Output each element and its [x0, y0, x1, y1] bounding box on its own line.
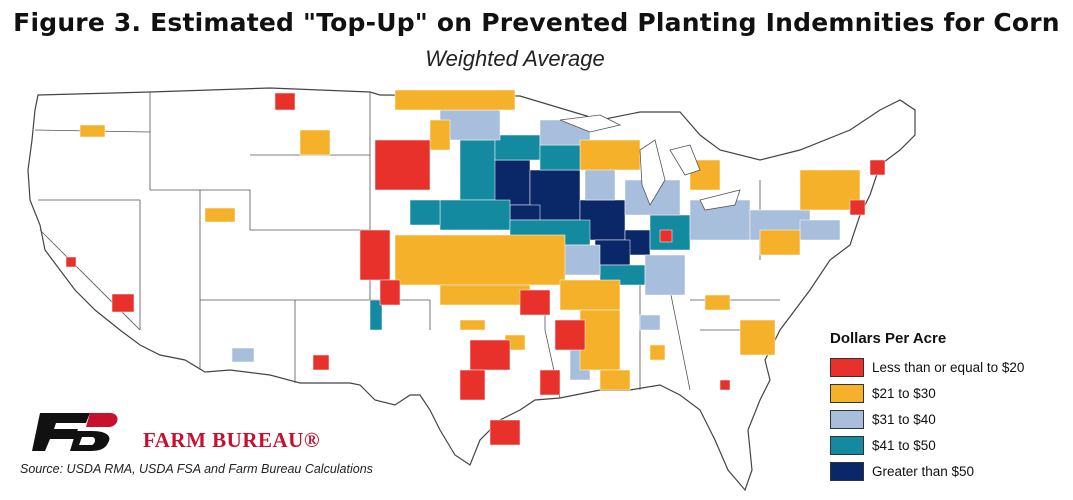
us-county-map [27, 87, 916, 492]
brand-name: FARM BUREAU® [143, 428, 321, 452]
legend-item: Greater than $50 [830, 459, 1070, 483]
legend-item: $21 to $30 [830, 381, 1070, 405]
legend-item: Less than or equal to $20 [830, 355, 1070, 379]
legend-title: Dollars Per Acre [830, 330, 947, 347]
legend-item: $31 to $40 [830, 407, 1070, 431]
legend: Dollars Per Acre Less than or equal to $… [830, 330, 1070, 485]
legend-swatch [830, 461, 864, 481]
map-subtitle: Weighted Average [425, 46, 605, 71]
farm-bureau-logo-icon [32, 413, 118, 451]
legend-swatch [830, 435, 864, 455]
legend-label: $31 to $40 [872, 411, 936, 427]
legend-swatch [830, 409, 864, 429]
county-patches [65, 89, 886, 446]
legend-label: $21 to $30 [872, 385, 936, 401]
great-lakes [559, 114, 741, 211]
legend-label: Greater than $50 [872, 463, 975, 479]
legend-item: $41 to $50 [830, 433, 1070, 457]
source-note: Source: USDA RMA, USDA FSA and Farm Bure… [20, 462, 373, 476]
legend-swatch [830, 357, 864, 377]
legend-label: $41 to $50 [872, 437, 936, 453]
legend-swatch [830, 383, 864, 403]
map-title: Figure 3. Estimated "Top-Up" on Prevente… [13, 8, 1060, 37]
legend-label: Less than or equal to $20 [872, 359, 1025, 375]
